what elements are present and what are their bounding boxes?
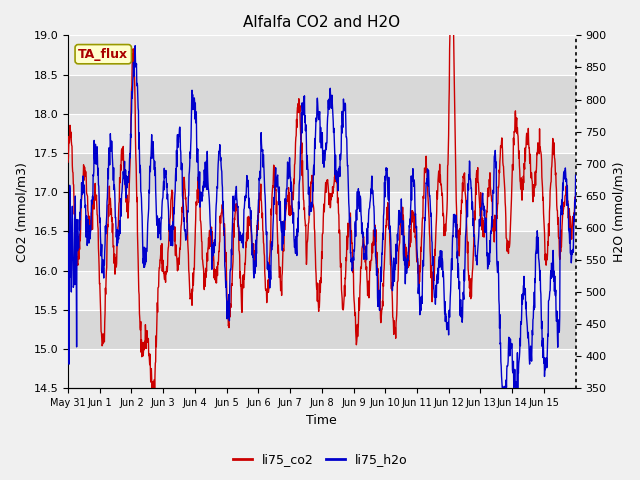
li75_h2o xyxy=(144,221,152,227)
li75_h2o xyxy=(516,336,524,341)
Title: Alfalfa CO2 and H2O: Alfalfa CO2 and H2O xyxy=(243,15,401,30)
li75_h2o xyxy=(572,172,579,178)
Bar xyxy=(68,153,575,192)
li75_h2o xyxy=(566,240,573,246)
Bar xyxy=(68,74,575,114)
Line: li75_co2: li75_co2 xyxy=(68,20,575,396)
li75_co2 xyxy=(299,176,307,181)
li75_h2o xyxy=(308,199,316,205)
Bar xyxy=(68,36,575,74)
Y-axis label: CO2 (mmol/m3): CO2 (mmol/m3) xyxy=(15,162,28,262)
Bar xyxy=(68,192,575,231)
li75_h2o xyxy=(442,319,449,324)
li75_co2 xyxy=(64,159,72,165)
X-axis label: Time: Time xyxy=(307,414,337,427)
li75_co2 xyxy=(308,179,316,185)
li75_h2o xyxy=(64,231,72,237)
Bar xyxy=(68,349,575,388)
Bar xyxy=(68,310,575,349)
li75_co2 xyxy=(143,339,151,345)
Line: li75_h2o: li75_h2o xyxy=(68,46,575,388)
Bar xyxy=(68,271,575,310)
Legend: li75_co2, li75_h2o: li75_co2, li75_h2o xyxy=(228,448,412,471)
li75_co2 xyxy=(148,393,156,399)
Text: TA_flux: TA_flux xyxy=(78,48,128,60)
li75_co2 xyxy=(442,221,449,227)
li75_h2o xyxy=(131,43,139,48)
li75_co2 xyxy=(516,178,524,184)
li75_co2 xyxy=(447,17,454,23)
li75_co2 xyxy=(566,215,573,221)
li75_h2o xyxy=(299,111,307,117)
Bar xyxy=(68,231,575,271)
Y-axis label: H2O (mmol/m3): H2O (mmol/m3) xyxy=(612,162,625,262)
Bar xyxy=(68,114,575,153)
li75_co2 xyxy=(572,196,579,202)
li75_h2o xyxy=(499,385,506,391)
